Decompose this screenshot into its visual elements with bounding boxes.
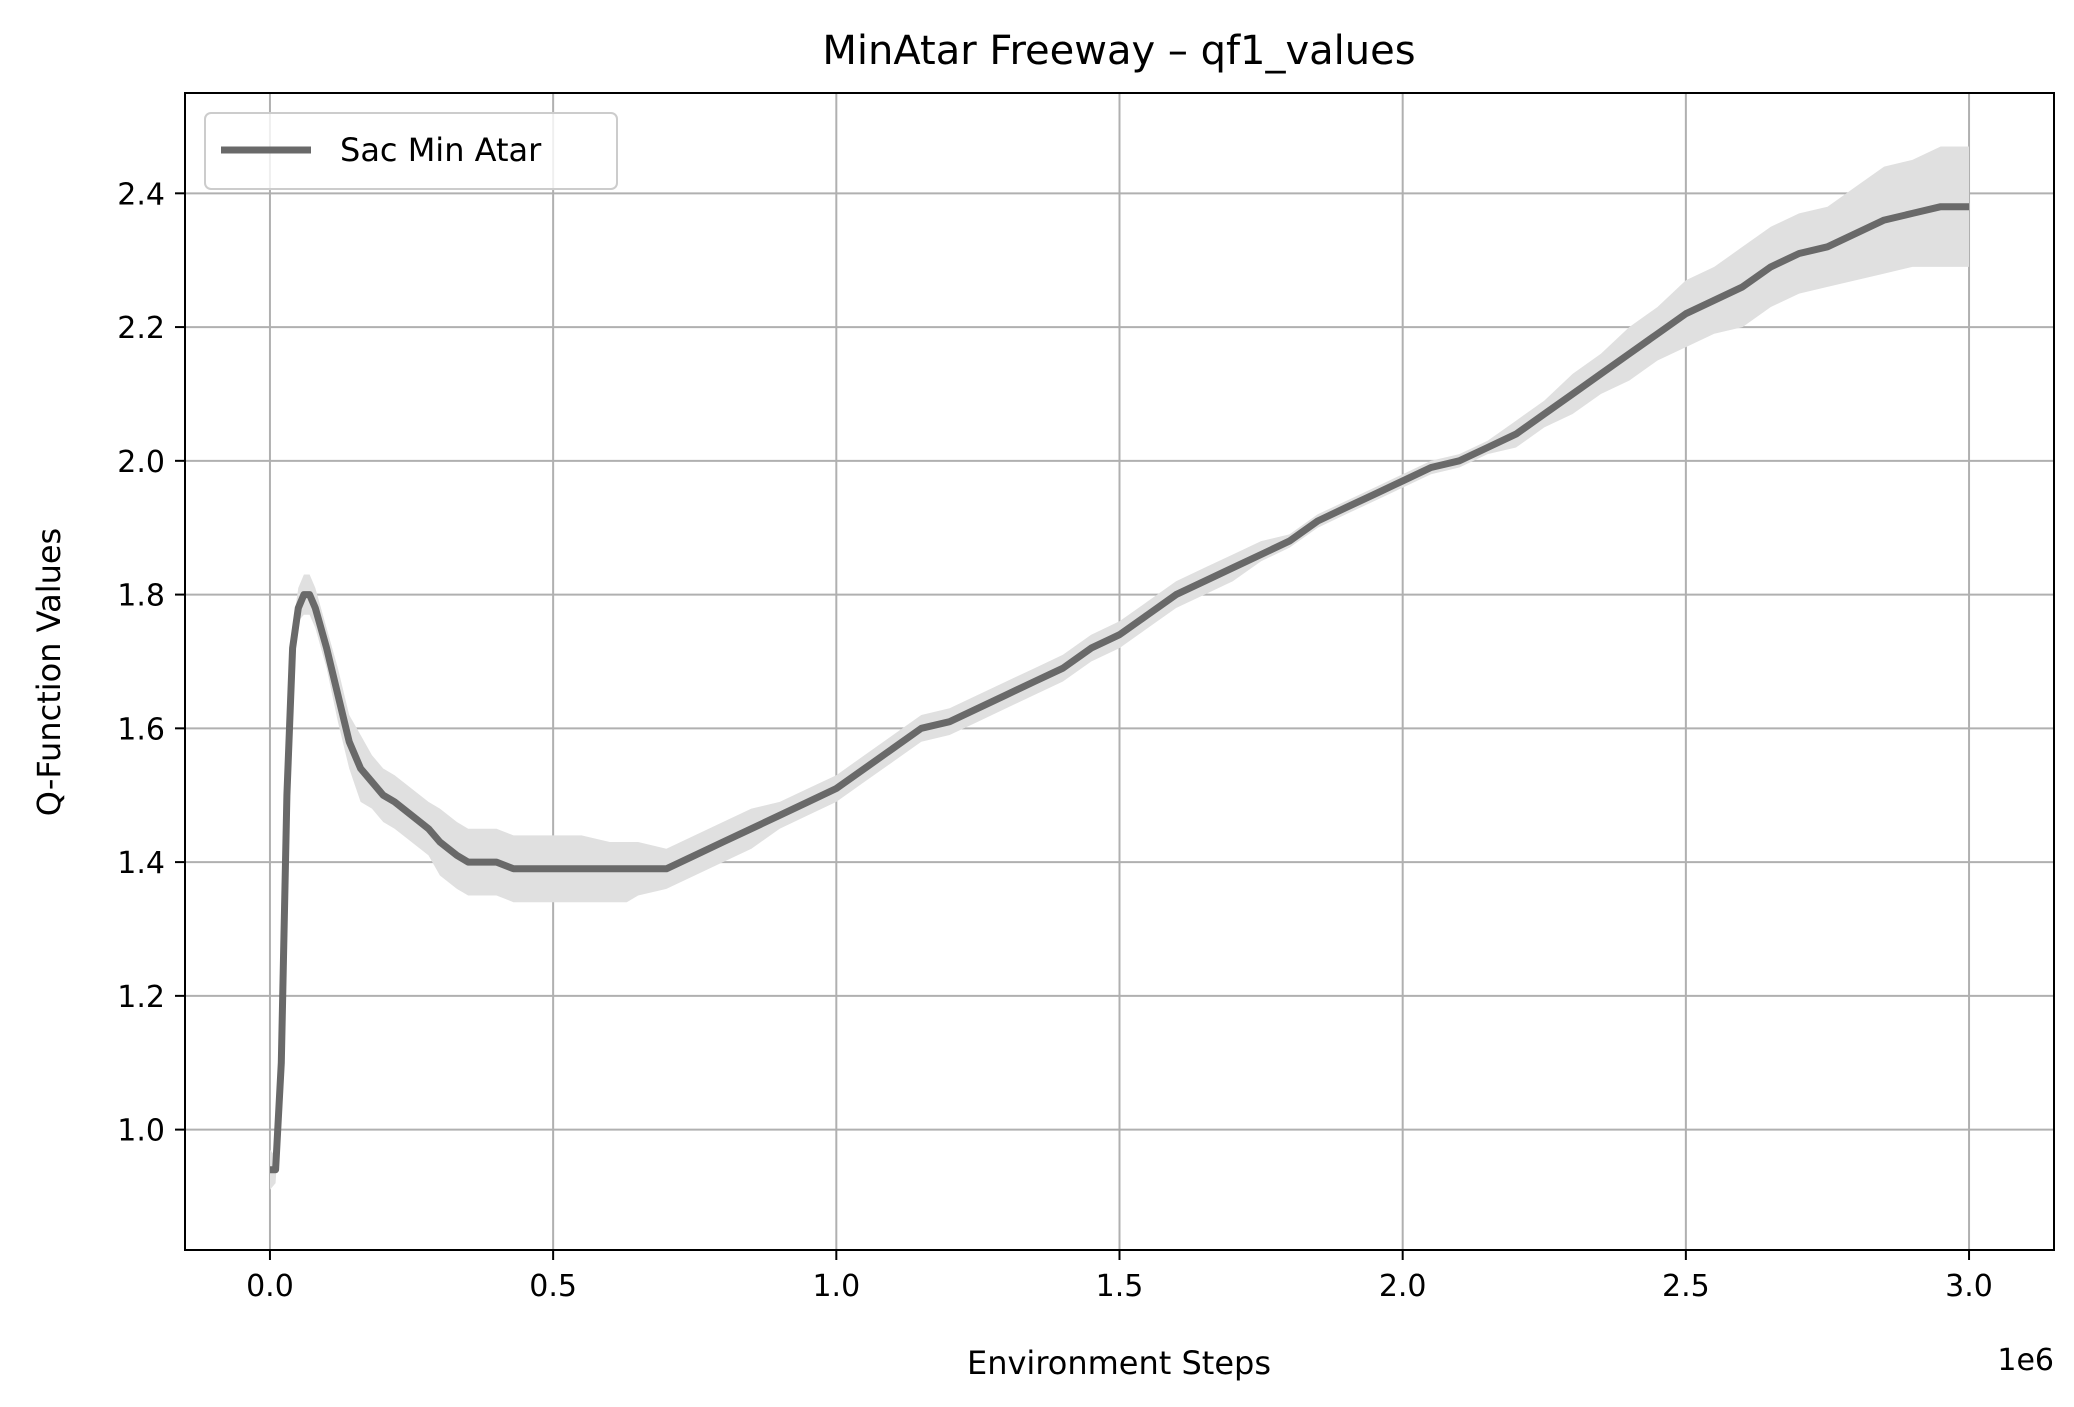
y-tick-label: 2.2 xyxy=(117,311,165,346)
x-tick-label: 3.0 xyxy=(1945,1269,1993,1304)
series-line xyxy=(270,203,1969,1174)
y-axis-ticks: 1.0 1.2 1.4 1.6 1.8 2.0 2.2 2.4 xyxy=(117,177,185,1149)
y-tick-label: 1.4 xyxy=(117,846,165,881)
y-axis-title: Q-Function Values xyxy=(30,528,68,816)
x-tick-label: 2.0 xyxy=(1379,1269,1427,1304)
x-axis-title: Environment Steps xyxy=(967,1344,1271,1382)
series-line-layer xyxy=(270,203,1969,1174)
x-tick-label: 1.5 xyxy=(1096,1269,1144,1304)
legend-label: Sac Min Atar xyxy=(340,131,542,169)
x-axis-ticks: 0.0 0.5 1.0 1.5 2.0 2.5 3.0 xyxy=(246,1250,1993,1304)
chart-title: MinAtar Freeway – qf1_values xyxy=(822,28,1415,74)
y-tick-label: 1.0 xyxy=(117,1114,165,1149)
y-tick-label: 1.2 xyxy=(117,980,165,1015)
y-tick-label: 2.4 xyxy=(117,177,165,212)
x-tick-label: 0.0 xyxy=(246,1269,294,1304)
x-tick-label: 0.5 xyxy=(529,1269,577,1304)
x-axis-offset-label: 1e6 xyxy=(1997,1343,2054,1378)
legend: Sac Min Atar xyxy=(204,112,618,190)
x-tick-label: 2.5 xyxy=(1662,1269,1710,1304)
confidence-band-layer xyxy=(270,146,1969,1190)
y-tick-label: 1.6 xyxy=(117,712,165,747)
y-tick-label: 1.8 xyxy=(117,579,165,614)
legend-box xyxy=(204,112,618,190)
series-confidence-band xyxy=(270,146,1969,1190)
y-tick-label: 2.0 xyxy=(117,445,165,480)
x-tick-label: 1.0 xyxy=(812,1269,860,1304)
